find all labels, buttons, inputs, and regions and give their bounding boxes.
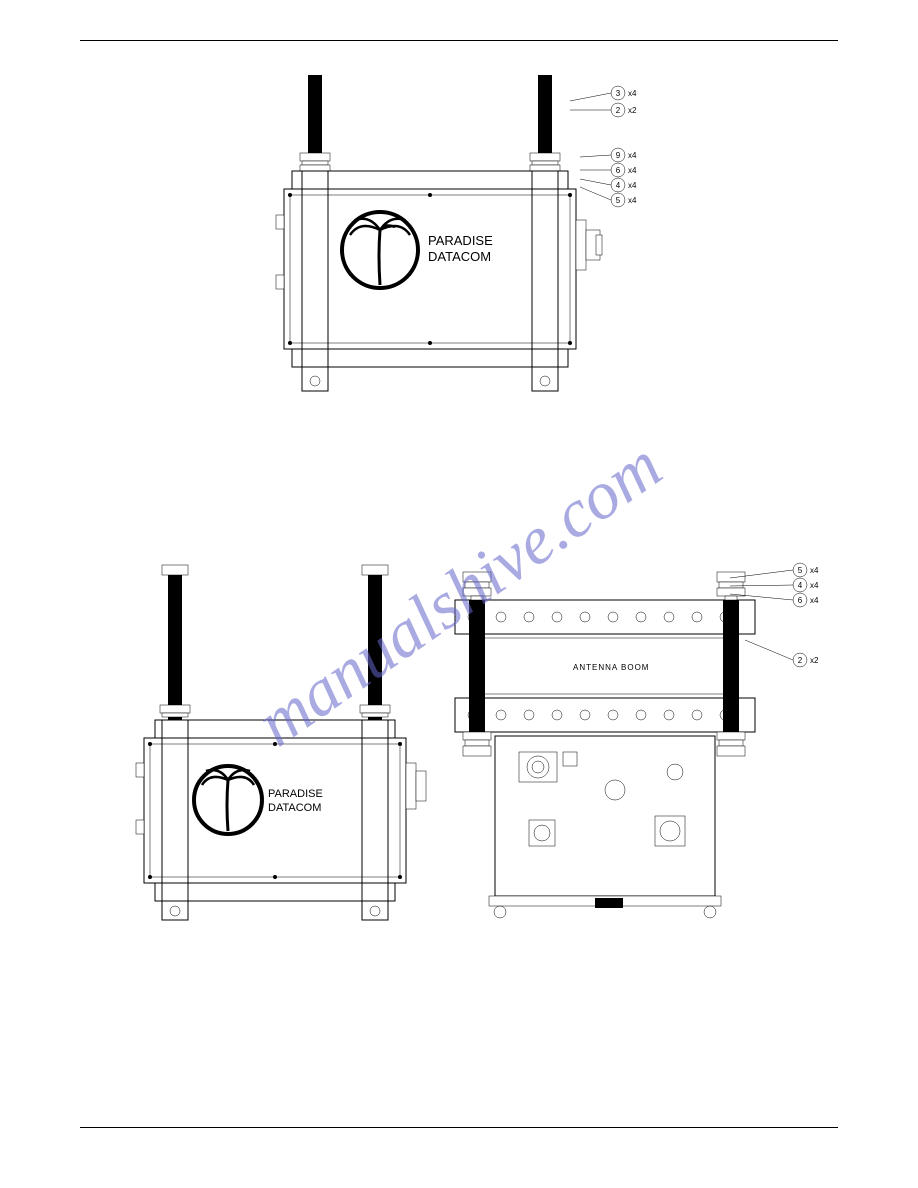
rod-left: [168, 565, 182, 720]
screw: [398, 742, 402, 746]
screw: [148, 742, 152, 746]
nut-right: [362, 565, 388, 575]
nut-bl: [463, 732, 491, 756]
connector-big: [519, 752, 557, 782]
screw: [273, 875, 277, 879]
svg-text:x4: x4: [628, 166, 637, 175]
connector-4: [655, 816, 685, 846]
port-l2: [136, 820, 144, 834]
callout-2: 2 x2: [745, 640, 819, 667]
screw: [273, 742, 277, 746]
round-port: [605, 780, 625, 800]
boom-label: ANTENNA BOOM: [573, 663, 649, 672]
foot-l: [494, 906, 506, 918]
callout-9: 9 x4: [580, 148, 637, 162]
bottom-bar: [292, 349, 568, 367]
foot-r: [704, 906, 716, 918]
top-hardware-right: [530, 153, 560, 171]
top-hw-left: [160, 705, 190, 717]
svg-text:9: 9: [616, 151, 621, 160]
screw: [148, 875, 152, 879]
screw: [568, 341, 572, 345]
brand-line1: PARADISE: [268, 788, 323, 800]
top-bar: [155, 720, 395, 738]
cap-left: [170, 906, 180, 916]
small-conn-1: [563, 752, 577, 766]
svg-text:x4: x4: [810, 596, 819, 605]
callout-2: 2 x2: [570, 103, 637, 117]
port-left-1: [276, 215, 284, 229]
port-l1: [136, 763, 144, 777]
top-bar: [292, 171, 568, 189]
svg-text:4: 4: [616, 181, 621, 190]
top-hardware-left: [300, 153, 330, 171]
top-rule: [80, 40, 838, 41]
screw: [428, 193, 432, 197]
svg-text:x2: x2: [810, 656, 819, 665]
round-port-2: [667, 764, 683, 780]
callout-3: 3 x4: [570, 86, 637, 101]
connector-3: [529, 820, 555, 846]
brand-line2: DATACOM: [268, 802, 321, 814]
figure-1-svg: партнер PARADISE DATACOM 3x42x29x46x44x4…: [260, 75, 640, 415]
screw: [288, 341, 292, 345]
foot-mid: [595, 898, 623, 908]
svg-text:6: 6: [798, 596, 803, 605]
callout-6: 6 x4: [580, 163, 637, 177]
body-inner: [290, 195, 570, 343]
bottom-rule: [80, 1127, 838, 1128]
svg-text:x4: x4: [810, 581, 819, 590]
svg-text:x2: x2: [628, 106, 637, 115]
brand-line2: DATACOM: [428, 249, 491, 264]
svg-text:2: 2: [616, 106, 621, 115]
nut-left: [162, 565, 188, 575]
rod-right: [723, 600, 739, 738]
figure-2: PARADISE DATACOM: [120, 565, 430, 925]
callout-5: 5 x4: [580, 187, 637, 207]
svg-text:2: 2: [798, 656, 803, 665]
waveguide: [406, 763, 426, 809]
figure-3-svg: ANTENNA BOOM 5 x4 4 x4 6 x4 2 x2: [445, 560, 845, 930]
waveguide: [576, 220, 602, 270]
cap-right: [370, 906, 380, 916]
svg-text:4: 4: [798, 581, 803, 590]
svg-text:x4: x4: [628, 89, 637, 98]
svg-text:x4: x4: [628, 151, 637, 160]
callout-4: 4 x4: [580, 178, 637, 192]
screw: [428, 341, 432, 345]
svg-text:6: 6: [616, 166, 621, 175]
svg-text:x4: x4: [810, 566, 819, 575]
figure-2-svg: PARADISE DATACOM: [120, 565, 430, 925]
screw: [288, 193, 292, 197]
screw: [398, 875, 402, 879]
nut-tl: [463, 572, 491, 600]
bottom-bar: [155, 883, 395, 901]
rod-right: [368, 565, 382, 720]
callouts: 3 x4 2 x2 9 x4 6 x4 4 x4 5 x4: [570, 86, 637, 207]
nut-br: [717, 732, 745, 756]
svg-text:5: 5: [616, 196, 621, 205]
figure-3: ANTENNA BOOM 5 x4 4 x4 6 x4 2 x2: [445, 560, 845, 930]
port-left-2: [276, 275, 284, 289]
svg-text:5: 5: [798, 566, 803, 575]
svg-text:x4: x4: [628, 196, 637, 205]
top-hw-right: [360, 705, 390, 717]
figure-1: партнер PARADISE DATACOM 3x42x29x46x44x4…: [260, 75, 640, 415]
brand-line1: PARADISE: [428, 233, 493, 248]
rod-left: [469, 600, 485, 738]
svg-text:3: 3: [616, 89, 621, 98]
svg-text:x4: x4: [628, 181, 637, 190]
screw: [568, 193, 572, 197]
